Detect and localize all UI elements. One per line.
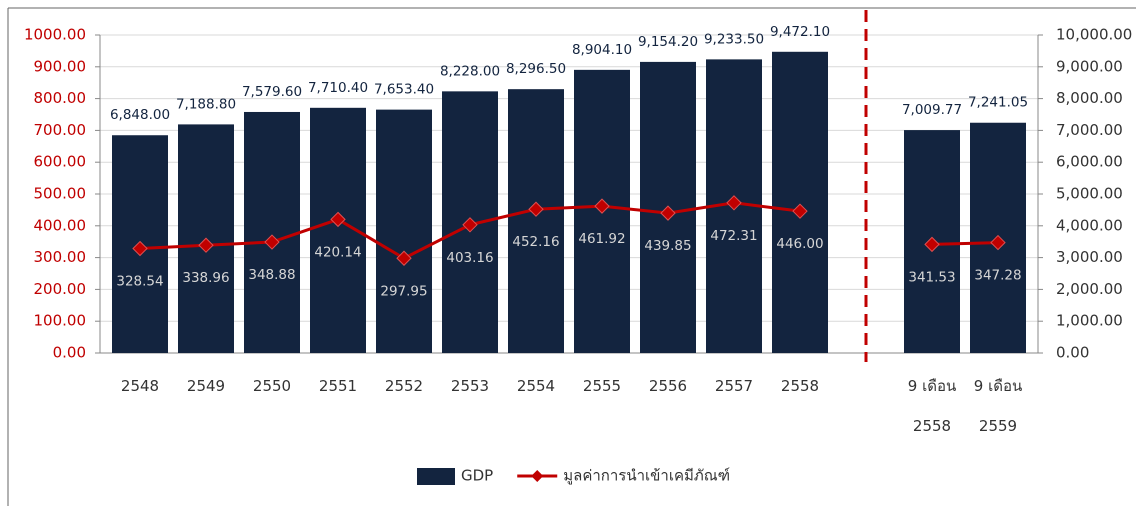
x-tick-line: 2553 — [451, 377, 489, 395]
x-tick-label: 9 เดือน 2559 — [974, 377, 1022, 435]
y2-tick-label: 3,000.00 — [1056, 248, 1123, 266]
line-value-label: 297.95 — [380, 283, 427, 299]
line-value-label: 403.16 — [446, 250, 493, 266]
x-tick-line: 2555 — [583, 377, 621, 395]
x-tick-line: 9 เดือน — [908, 377, 956, 395]
y-tick-label: 0.00 — [53, 344, 86, 362]
y-tick-label: 300.00 — [34, 248, 87, 266]
y-tick-label: 200.00 — [34, 280, 87, 298]
x-tick-line: 2556 — [649, 377, 687, 395]
bar-value-label: 7,710.40 — [308, 80, 368, 96]
x-tick-line: 9 เดือน — [974, 377, 1022, 395]
bar-value-label: 7,009.77 — [902, 102, 962, 118]
line-value-label: 338.96 — [182, 270, 229, 286]
bar-value-label: 8,904.10 — [572, 42, 632, 58]
line-marker — [990, 234, 1006, 251]
line-value-label: 461.92 — [578, 231, 625, 247]
line-marker — [264, 234, 280, 250]
bar — [508, 89, 564, 354]
x-tick-line: 2558 — [781, 377, 819, 395]
y-tick-label: 400.00 — [34, 216, 87, 234]
line-value-label: 341.53 — [908, 269, 955, 285]
y-tick-label: 500.00 — [34, 185, 87, 203]
bar — [376, 109, 432, 353]
line-marker — [462, 217, 478, 233]
x-tick-label: 2548 — [121, 377, 159, 395]
legend-label: GDP — [461, 467, 493, 485]
x-tick-line: 2550 — [253, 377, 291, 395]
y2-tick-label: 10,000.00 — [1056, 26, 1132, 44]
x-tick-label: 2558 — [781, 377, 819, 395]
line-marker — [330, 211, 346, 228]
legend-label: มูลค่าการนำเข้าเคมีภัณฑ์ — [563, 467, 730, 485]
line-marker — [726, 195, 742, 211]
y2-tick-label: 0.00 — [1056, 344, 1089, 362]
bar — [244, 111, 300, 353]
line-marker — [132, 240, 148, 257]
line-value-label: 328.54 — [116, 274, 163, 290]
line-value-label: 347.28 — [974, 268, 1021, 284]
bar-value-label: 7,188.80 — [176, 96, 236, 112]
bar-value-label: 8,296.50 — [506, 61, 566, 77]
x-tick-line: 2554 — [517, 377, 555, 395]
x-tick-label: 2553 — [451, 377, 489, 395]
line-marker — [792, 203, 808, 219]
y-tick-label: 600.00 — [34, 153, 87, 171]
y2-tick-label: 5,000.00 — [1056, 185, 1123, 203]
legend-marker — [531, 470, 544, 482]
line-marker — [924, 236, 940, 253]
x-tick-label: 2555 — [583, 377, 621, 395]
y-tick-label: 100.00 — [34, 312, 87, 330]
bar-value-label: 9,472.10 — [770, 24, 830, 40]
bar — [772, 51, 828, 353]
x-tick-label: 2557 — [715, 377, 753, 395]
line-value-label: 420.14 — [314, 244, 361, 260]
y2-tick-label: 7,000.00 — [1056, 121, 1123, 139]
bar-value-label: 7,241.05 — [968, 95, 1028, 111]
line-value-label: 472.31 — [710, 228, 757, 244]
legend-swatch — [417, 468, 455, 485]
x-tick-line: 2559 — [979, 417, 1017, 435]
y2-tick-label: 8,000.00 — [1056, 89, 1123, 107]
y2-tick-label: 4,000.00 — [1056, 216, 1123, 234]
line-value-label: 439.85 — [644, 238, 691, 254]
x-tick-label: 2549 — [187, 377, 225, 395]
y2-tick-label: 9,000.00 — [1056, 57, 1123, 75]
bar-value-label: 9,233.50 — [704, 31, 764, 47]
bar-value-label: 9,154.20 — [638, 34, 698, 50]
x-tick-label: 2552 — [385, 377, 423, 395]
line-value-label: 452.16 — [512, 234, 559, 250]
y-tick-label: 700.00 — [34, 121, 87, 139]
x-tick-label: 2554 — [517, 377, 555, 395]
x-tick-line: 2549 — [187, 377, 225, 395]
bar-value-label: 7,653.40 — [374, 82, 434, 98]
line-value-label: 446.00 — [776, 236, 823, 252]
y2-tick-label: 1,000.00 — [1056, 312, 1123, 330]
x-tick-line: 2548 — [121, 377, 159, 395]
x-tick-label: 2550 — [253, 377, 291, 395]
x-tick-line: 2551 — [319, 377, 357, 395]
bar-value-label: 7,579.60 — [242, 84, 302, 100]
line-marker — [396, 250, 412, 266]
y2-tick-label: 2,000.00 — [1056, 280, 1123, 298]
bar-value-label: 6,848.00 — [110, 107, 170, 123]
x-tick-label: 9 เดือน 2558 — [908, 377, 956, 435]
line-marker — [198, 237, 214, 253]
x-tick-label: 2551 — [319, 377, 357, 395]
y-tick-label: 1000.00 — [24, 26, 86, 44]
x-tick-line: 2558 — [913, 417, 951, 435]
bar-value-label: 8,228.00 — [440, 63, 500, 79]
line-marker — [594, 198, 610, 214]
y2-tick-label: 6,000.00 — [1056, 153, 1123, 171]
line-value-label: 348.88 — [248, 267, 295, 283]
x-tick-line: 2552 — [385, 377, 423, 395]
line-marker — [528, 201, 544, 217]
x-tick-label: 2556 — [649, 377, 687, 395]
line-marker — [660, 205, 676, 221]
x-tick-line: 2557 — [715, 377, 753, 395]
y-tick-label: 900.00 — [34, 57, 87, 75]
y-tick-label: 800.00 — [34, 89, 87, 107]
